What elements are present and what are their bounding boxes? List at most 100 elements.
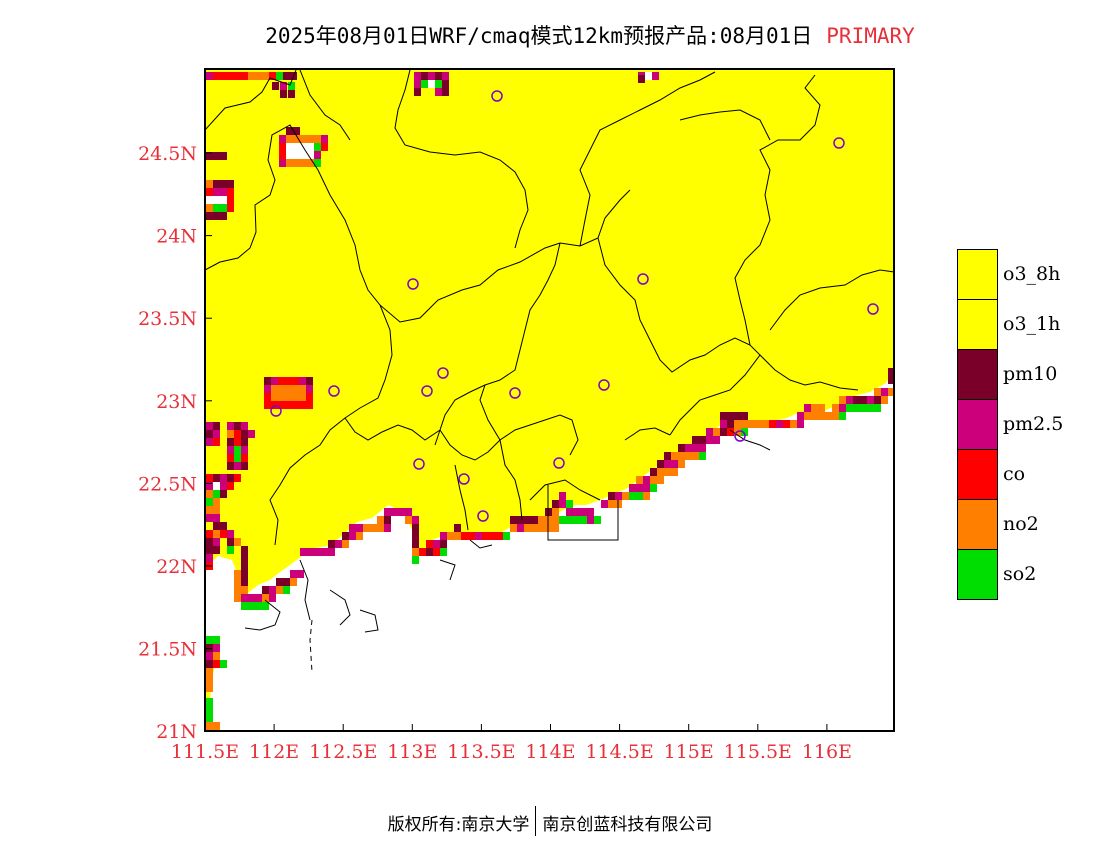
pollutant-cell	[475, 532, 482, 540]
pollutant-cell	[377, 524, 384, 532]
pollutant-cell	[692, 452, 699, 460]
pollutant-cell	[839, 404, 846, 412]
city-marker-icon	[458, 473, 470, 485]
pollutant-cell	[629, 484, 636, 492]
y-tick-label: 24.5N	[138, 143, 197, 165]
pollutant-cell	[426, 548, 433, 556]
pollutant-cell	[269, 586, 276, 594]
title-tag: PRIMARY	[826, 24, 915, 48]
pollutant-cell	[213, 530, 220, 538]
pollutant-cell	[306, 393, 313, 401]
pollutant-cell	[285, 401, 292, 409]
pollutant-cell	[278, 401, 285, 409]
pollutant-cell	[234, 422, 241, 430]
pollutant-cell	[220, 522, 227, 530]
pollutant-cell	[278, 377, 285, 385]
pollutant-cell	[300, 548, 307, 556]
legend-label: o3_8h	[1003, 263, 1061, 285]
pollutant-cell	[664, 468, 671, 476]
pollutant-cell	[412, 524, 419, 532]
pollutant-cell	[280, 82, 287, 90]
pollutant-cell	[292, 377, 299, 385]
pollutant-cell	[538, 524, 545, 532]
legend-swatch	[957, 549, 998, 600]
pollutant-cell	[825, 412, 832, 420]
pollutant-cell	[741, 412, 748, 420]
pollutant-cells	[206, 72, 895, 730]
pollutant-cell	[290, 570, 297, 578]
pollutant-cell	[213, 522, 220, 530]
pollutant-cell	[755, 420, 762, 428]
pollutant-cell	[227, 180, 234, 188]
pollutant-cell	[290, 578, 297, 586]
pollutant-cell	[306, 401, 313, 409]
pollutant-cell	[206, 490, 213, 498]
pollutant-cell	[220, 474, 227, 482]
pollutant-cell	[206, 660, 213, 668]
pollutant-cell	[213, 422, 220, 430]
pollutant-cell	[299, 377, 306, 385]
pollutant-cell	[328, 548, 335, 556]
pollutant-cell	[220, 196, 227, 204]
pollutant-cell	[293, 159, 300, 167]
pollutant-cell	[227, 204, 234, 212]
city-marker-icon	[637, 273, 649, 285]
pollutant-cell	[206, 514, 213, 522]
pollutant-cell	[643, 476, 650, 484]
pollutant-cell	[264, 377, 271, 385]
pollutant-cell	[587, 508, 594, 516]
legend-label: so2	[1003, 563, 1037, 585]
pollutant-cell	[727, 428, 734, 436]
pollutant-cell	[314, 548, 321, 556]
pollutant-cell	[206, 530, 213, 538]
pollutant-cell	[220, 490, 227, 498]
pollutant-cell	[363, 524, 370, 532]
pollutant-cell	[241, 446, 248, 454]
copyright-footer: 版权所有:南京大学 南京创蓝科技有限公司	[0, 806, 1100, 836]
legend-label: pm10	[1003, 363, 1058, 385]
pollutant-cell	[271, 385, 278, 393]
pollutant-cell	[440, 540, 447, 548]
pollutant-cell	[881, 396, 888, 404]
pollutant-cell	[292, 385, 299, 393]
pollutant-cell	[306, 377, 313, 385]
legend-item-o3-8h: o3_8h	[957, 249, 1097, 300]
pollutant-cell	[241, 586, 248, 594]
footer-right: 南京创蓝科技有限公司	[542, 815, 713, 835]
pollutant-cell	[264, 401, 271, 409]
pollutant-cell	[377, 516, 384, 524]
pollutant-cell	[213, 212, 220, 220]
pollutant-cell	[213, 490, 220, 498]
pollutant-cell	[213, 506, 220, 514]
pollutant-cell	[510, 524, 517, 532]
pollutant-cell	[692, 436, 699, 444]
pollutant-cell	[636, 492, 643, 500]
legend-item-so2: so2	[957, 549, 1097, 600]
pollutant-cell	[517, 524, 524, 532]
pollutant-cell	[300, 159, 307, 167]
pollutant-cell	[769, 420, 776, 428]
pollutant-cell	[206, 554, 213, 562]
axis-ticks	[204, 152, 828, 732]
legend-swatch	[957, 399, 998, 450]
pollutant-cell	[206, 676, 213, 684]
pollutant-cell	[442, 72, 449, 80]
pollutant-cell	[496, 532, 503, 540]
pollutant-cell	[283, 578, 290, 586]
pollutant-cell	[867, 404, 874, 412]
pollutant-cell	[678, 452, 685, 460]
pollutant-cell	[818, 412, 825, 420]
pollutant-cell	[255, 602, 262, 610]
pollutant-cell	[748, 420, 755, 428]
pollutant-cell	[206, 430, 213, 438]
pollutant-cell	[206, 180, 213, 188]
pollutant-cell	[262, 594, 269, 602]
pollutant-cell	[727, 420, 734, 428]
pollutant-cell	[248, 72, 255, 80]
pollutant-cell	[241, 594, 248, 602]
pollutant-cell	[276, 578, 283, 586]
pollutant-cell	[671, 468, 678, 476]
pollutant-cell	[227, 188, 234, 196]
pollutant-cell	[559, 516, 566, 524]
pollutant-cell	[652, 72, 659, 80]
